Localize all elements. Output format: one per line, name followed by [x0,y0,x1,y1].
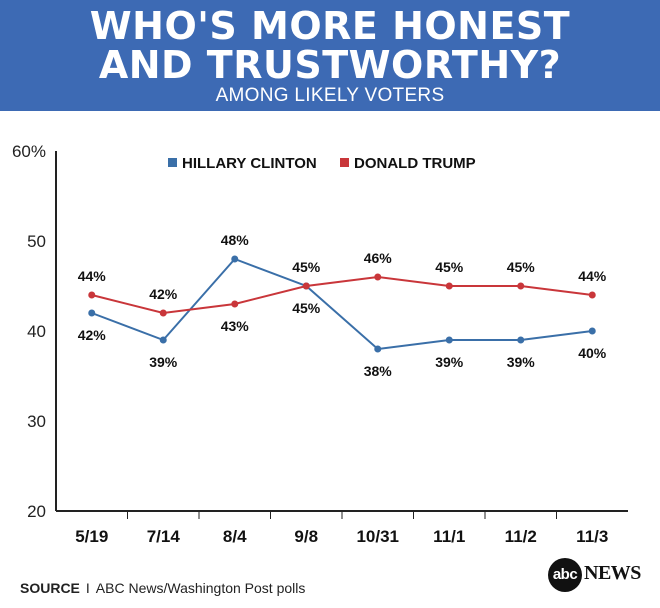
data-point [231,300,239,308]
data-label: 44% [78,268,107,284]
data-label: 39% [435,354,464,370]
series-line [91,275,593,315]
y-tick-label: 50 [27,232,46,251]
data-label: 43% [221,318,250,334]
data-label: 45% [292,300,321,316]
data-point [588,291,596,299]
source-separator: I [85,580,90,596]
legend-label: HILLARY CLINTON [182,155,317,172]
chart-title-line1: WHO'S MORE HONEST [89,4,571,48]
legend-swatch [340,158,349,167]
legend-swatch [168,158,177,167]
data-point [374,273,382,281]
data-point [88,309,96,317]
data-label: 40% [578,345,607,361]
data-label: 38% [364,363,393,379]
y-tick-label: 20 [27,502,46,521]
data-point [159,336,167,344]
x-tick-label: 9/8 [294,527,318,546]
x-tick-label: 7/14 [147,527,181,546]
data-label: 45% [507,259,536,275]
header-banner: WHO'S MORE HONEST AND TRUSTWORTHY? AMONG… [0,0,660,111]
data-label: 39% [149,354,178,370]
data-point [374,345,382,353]
x-tick-label: 5/19 [75,527,108,546]
data-point [445,282,453,290]
data-point [517,282,525,290]
data-label: 39% [507,354,536,370]
data-point [88,291,96,299]
data-label: 45% [435,259,464,275]
chart-title-line2: AND TRUSTWORTHY? [98,43,562,87]
source-footer: SOURCE I ABC News/Washington Post polls [20,580,305,596]
x-tick-label: 11/3 [576,527,608,546]
legend-label: DONALD TRUMP [354,155,476,172]
data-label: 46% [364,250,393,266]
data-point [517,336,525,344]
source-label: SOURCE [20,580,80,596]
data-point [302,282,310,290]
y-tick-label: 40 [27,322,46,341]
data-label: 44% [578,268,607,284]
abc-logo-mark: abc [548,558,582,592]
abc-news-logo: abc NEWS [548,558,652,592]
data-label: 45% [292,259,321,275]
data-point [445,336,453,344]
data-point [159,309,167,317]
x-tick-label: 11/1 [433,527,465,546]
y-tick-label: 30 [27,412,46,431]
source-text: ABC News/Washington Post polls [95,580,306,596]
x-tick-label: 11/2 [505,527,537,546]
y-tick-label: 60% [12,142,46,161]
line-chart: 60% 50 40 30 20 5/19 7/14 8/4 9/8 10/31 11/1 11/2 11… [12,142,628,546]
x-tick-label: 10/31 [356,527,399,546]
series-line [91,257,593,351]
x-tick-label: 8/4 [223,527,247,546]
data-point [588,327,596,335]
data-label: 42% [149,286,178,302]
data-point [231,255,239,263]
data-label: 42% [78,327,107,343]
chart-subtitle: AMONG LIKELY VOTERS [215,85,445,106]
abc-logo-text: NEWS [584,562,641,584]
data-label: 48% [221,232,250,248]
